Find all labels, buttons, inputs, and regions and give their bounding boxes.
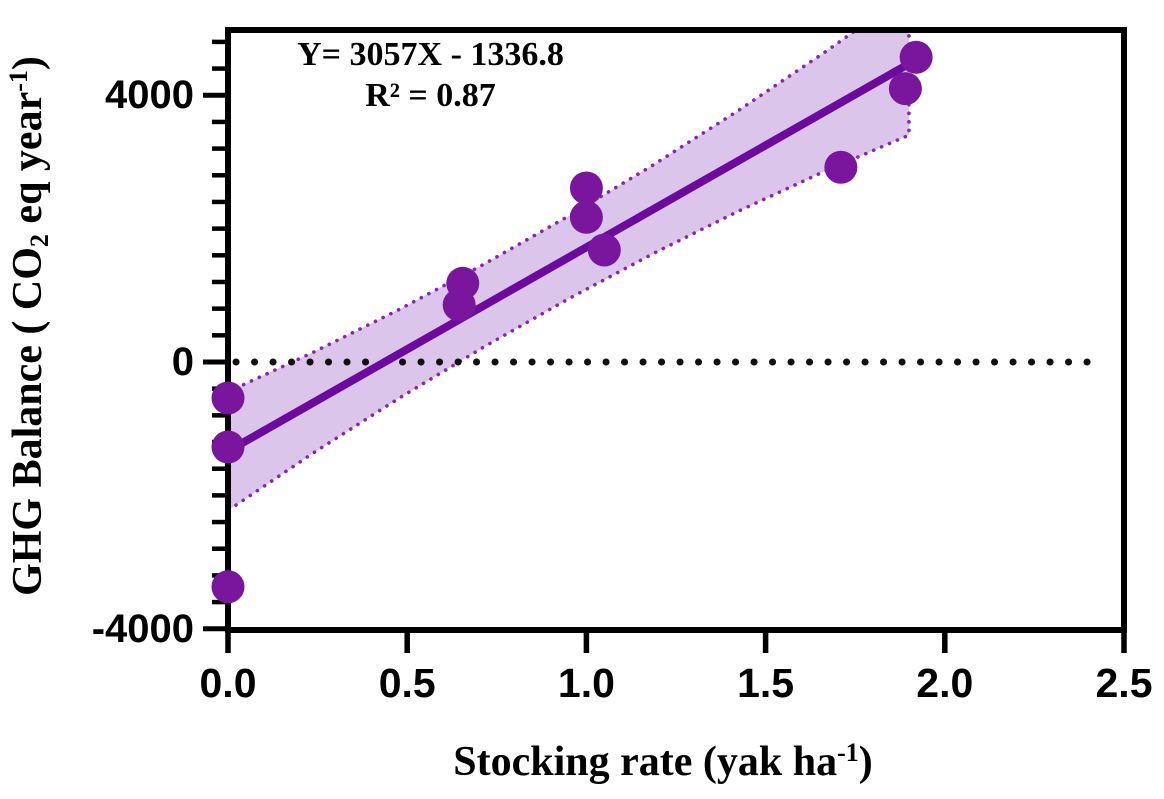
data-point (211, 430, 245, 464)
data-point (442, 288, 476, 322)
equation-text: Y= 3057X - 1336.8 (297, 36, 564, 73)
regression-annotation: Y= 3057X - 1336.8 R² = 0.87 (228, 34, 633, 116)
data-point (569, 200, 603, 234)
confidence-band-fill (228, 30, 909, 511)
data-point (899, 40, 933, 74)
x-tick-label: 1.0 (557, 660, 615, 706)
r-squared-text: R² = 0.87 (365, 77, 496, 114)
x-tick-label: 1.5 (737, 660, 795, 706)
x-title-pre: Stocking rate (yak ha (453, 739, 838, 785)
x-tick-label: 2.5 (1095, 660, 1153, 706)
x-tick-label: 2.0 (916, 660, 974, 706)
y-title-subscript: 2 (25, 234, 55, 248)
x-title-superscript: -1 (837, 738, 859, 768)
x-title-post: ) (858, 739, 873, 785)
x-axis-title: Stocking rate (yak ha-1) (303, 738, 1023, 786)
data-point (888, 72, 922, 106)
data-point (824, 150, 858, 184)
y-tick-label: 0 (171, 340, 194, 384)
x-tick-label: 0.5 (378, 660, 436, 706)
y-title-post: ) (5, 56, 51, 71)
y-tick-label: 4000 (105, 73, 194, 118)
data-point (587, 233, 621, 267)
data-point (211, 570, 245, 604)
data-point (569, 171, 603, 205)
data-point (211, 381, 245, 415)
y-tick-label: -4000 (91, 606, 194, 651)
confidence-band-border (228, 30, 911, 513)
y-title-pre: GHG Balance ( CO (5, 247, 51, 596)
regression-line (224, 59, 913, 456)
x-tick-label: 0.0 (199, 660, 257, 706)
plot-frame (225, 27, 1127, 633)
